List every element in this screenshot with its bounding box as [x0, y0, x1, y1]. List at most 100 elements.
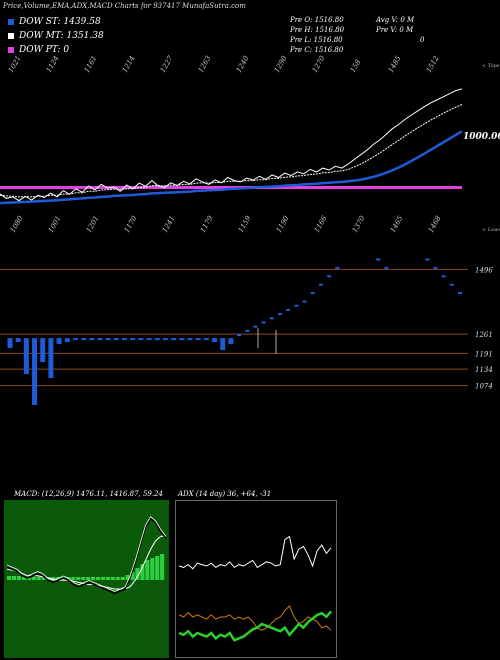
macd-histogram-bar	[81, 577, 86, 580]
macd-histogram-bar	[90, 577, 96, 580]
macd-line-highlight	[6, 515, 167, 592]
top-label: 158	[349, 58, 363, 74]
macd-histogram-bar	[86, 577, 91, 580]
macd-histogram-bar	[16, 576, 22, 580]
plus-di-line	[178, 610, 332, 642]
level-label: 1074	[475, 383, 493, 391]
macd-histogram-bar	[140, 564, 145, 580]
volume-marker	[425, 258, 430, 261]
volume-marker	[253, 325, 258, 328]
volume-bar	[187, 338, 193, 341]
stats-prev-volume: Pre V: 0 M	[376, 26, 414, 34]
bottom-label: 1190	[275, 214, 291, 234]
volume-bar	[23, 338, 29, 375]
minus-di-line	[178, 605, 332, 631]
level-label: 1191	[475, 350, 493, 358]
bottom-label: 1465	[389, 214, 405, 234]
volume-marker	[318, 283, 323, 286]
volume-bar	[122, 338, 128, 341]
volume-bar	[228, 338, 234, 345]
volume-bar	[48, 338, 54, 379]
top-label: 1214	[121, 55, 137, 74]
volume-bar	[81, 338, 87, 341]
volume-bar	[138, 338, 144, 341]
adx-frame	[175, 500, 337, 658]
top-label: 1485	[387, 55, 403, 74]
legend-dow-mt: DOW MT: 1351.38	[8, 31, 104, 41]
bottom-label: 1166	[313, 214, 329, 234]
volume-marker	[458, 292, 462, 295]
volume-marker	[269, 317, 274, 320]
macd-histogram-bar	[110, 577, 115, 580]
legend-dow-st: DOW ST: 1439.58	[8, 17, 101, 27]
macd-histogram-bar	[11, 576, 17, 580]
macd-histogram-bar	[95, 577, 101, 580]
macd-histogram-bar	[145, 560, 150, 580]
volume-bar	[171, 338, 177, 341]
volume-bar	[203, 338, 209, 341]
macd-histogram-bar	[160, 554, 165, 580]
volume-bar	[212, 338, 218, 343]
volume-marker	[245, 329, 250, 332]
volume-bar	[146, 338, 152, 341]
volume-bar	[89, 338, 95, 341]
macd-histogram-bar	[105, 577, 110, 580]
price-line	[0, 88, 463, 202]
volume-chart: 1496 1261 1191 1134 1074	[0, 258, 493, 405]
stats-high: Pre H: 1516.80	[290, 26, 345, 34]
ema-long-line	[0, 130, 463, 205]
macd-chart	[4, 500, 169, 658]
volume-marker	[286, 308, 291, 311]
volume-bar	[56, 338, 62, 345]
macd-histogram-bar	[36, 577, 41, 580]
macd-line	[6, 517, 167, 595]
top-label: 1263	[197, 55, 213, 74]
volume-marker	[278, 313, 282, 316]
macd-histogram-bar	[51, 577, 56, 580]
macd-histogram-bar	[100, 577, 105, 580]
bottom-label: 1159	[237, 214, 253, 234]
top-label: 1021	[7, 55, 23, 74]
volume-bar	[179, 338, 185, 341]
top-label: 1124	[45, 55, 61, 74]
volume-marker	[433, 266, 438, 269]
volume-marker	[302, 300, 307, 303]
lows-label: < Lows	[482, 227, 500, 233]
macd-header: MACD: (12,26,9) 1476.11, 1416.87, 59.24	[14, 490, 164, 498]
volume-marker	[335, 266, 340, 269]
macd-histogram-bar	[135, 568, 140, 580]
bottom-label: 1001	[47, 215, 63, 234]
volume-bar	[220, 338, 226, 351]
stats-avg-volume: Avg V: 0 M	[376, 16, 415, 24]
macd-histogram-bar	[76, 577, 81, 580]
volume-bar	[162, 338, 168, 341]
ema-short-line	[0, 103, 463, 198]
level-label: 1496	[475, 266, 493, 274]
volume-bar	[64, 338, 70, 343]
volume-bar	[113, 338, 119, 341]
legend-swatch-mt	[8, 32, 14, 39]
macd-histogram-bar	[21, 577, 26, 580]
legend-swatch-st	[8, 18, 14, 25]
macd-histogram-bar	[7, 576, 12, 580]
volume-bar	[97, 338, 103, 341]
volume-bar	[32, 338, 38, 405]
chart-title: Price,Volume,EMA,ADX,MACD Charts for 937…	[3, 2, 246, 10]
volume-marker	[294, 304, 299, 307]
top-label: 1240	[235, 55, 251, 74]
bottom-label: 1170	[123, 214, 139, 234]
stats-open: Pre O: 1516.80	[290, 16, 344, 24]
volume-bar	[130, 338, 136, 341]
volume-bar	[15, 338, 21, 343]
macd-histogram-bar	[150, 558, 155, 580]
bottom-label: 1370	[351, 214, 367, 234]
top-label: 1512	[425, 55, 441, 74]
bottom-label: 1201	[85, 215, 101, 234]
top-label: 1227	[159, 55, 175, 74]
bottom-label: 1241	[161, 215, 177, 234]
price-annotation: 1000.00	[463, 132, 500, 142]
adx-chart	[175, 500, 337, 658]
price-chart: 1021 1124 1161 1214 1227 1263 1240 1290 1270 158 1…	[0, 55, 500, 234]
macd-histogram-bar	[155, 556, 160, 580]
volume-bar	[195, 338, 201, 341]
